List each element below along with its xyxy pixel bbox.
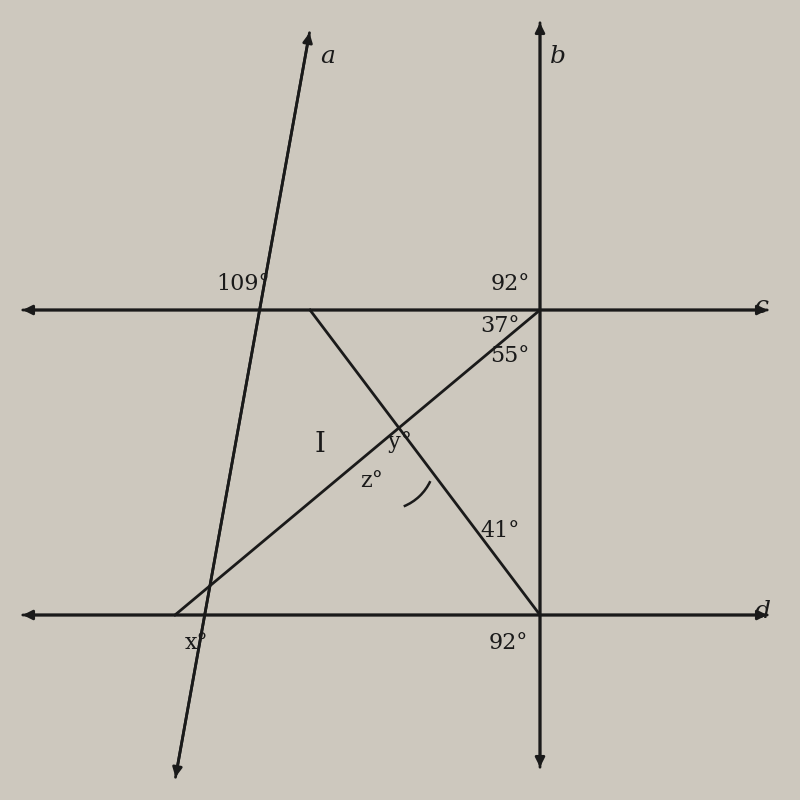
Text: a: a [320, 45, 335, 68]
Text: I: I [314, 431, 326, 458]
Text: 92°: 92° [489, 632, 528, 654]
Text: 55°: 55° [490, 345, 530, 367]
Text: b: b [550, 45, 566, 68]
Text: z°: z° [360, 470, 383, 492]
Text: 109°: 109° [216, 273, 270, 295]
Text: 37°: 37° [481, 315, 520, 337]
Text: x°: x° [185, 632, 209, 654]
Text: y°: y° [388, 431, 412, 453]
Text: d: d [755, 600, 771, 623]
Text: c: c [755, 295, 769, 318]
Text: 92°: 92° [490, 273, 530, 295]
Text: 41°: 41° [481, 520, 520, 542]
